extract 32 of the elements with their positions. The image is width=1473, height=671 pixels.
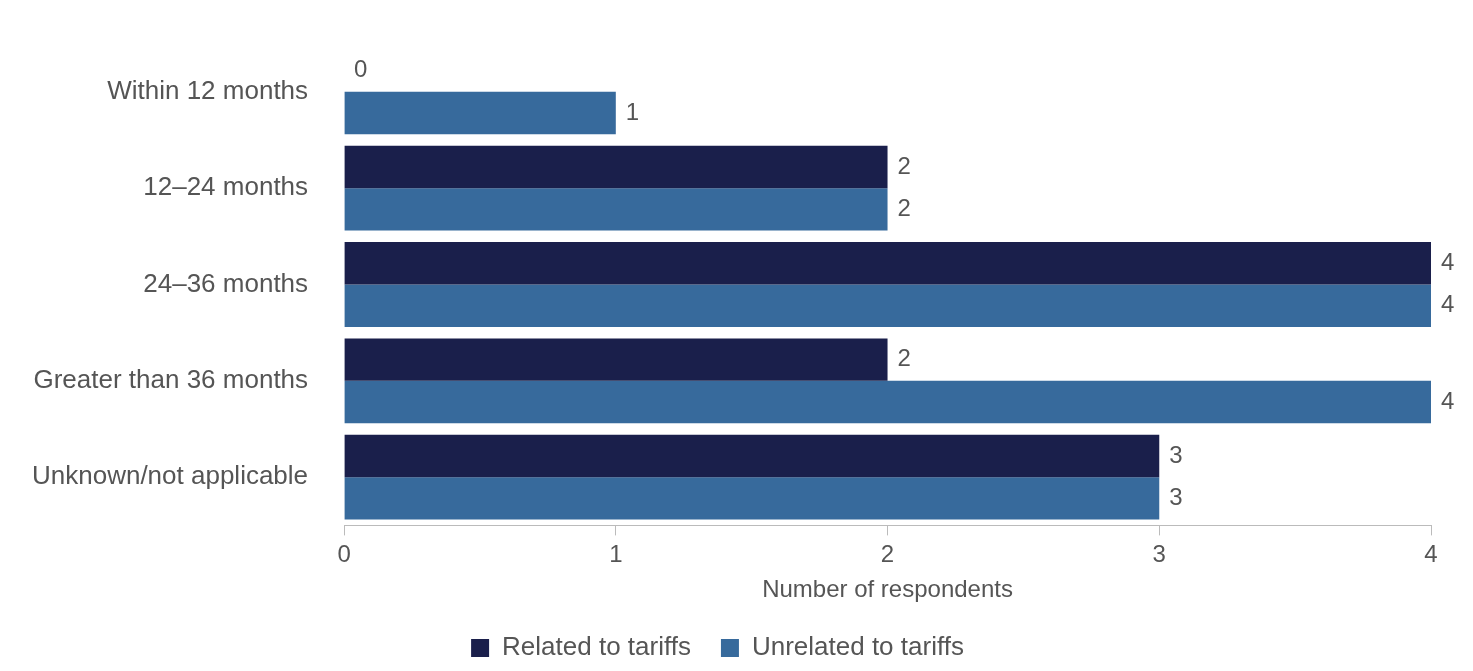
bar	[344, 145, 888, 189]
y-tick-label: 12–24 months	[143, 171, 309, 202]
data-label: 3	[1169, 483, 1183, 511]
x-tick-label: 3	[1152, 540, 1166, 568]
y-tick-label: Within 12 months	[107, 74, 309, 105]
bar	[344, 242, 1431, 285]
y-tick-label: Unknown/not applicable	[31, 460, 309, 491]
x-axis-title: Number of respondents	[762, 575, 1013, 603]
bar	[344, 477, 1160, 520]
data-label: 4	[1441, 290, 1455, 318]
data-label: 2	[897, 193, 911, 221]
x-tick-label: 0	[337, 540, 351, 568]
data-label: 3	[1169, 440, 1183, 468]
x-tick-label: 2	[880, 540, 895, 568]
x-tick-label: 4	[1424, 540, 1438, 568]
data-label: 1	[625, 97, 640, 125]
legend-label: Related to tariffs	[502, 631, 691, 662]
bar	[344, 380, 1431, 424]
data-label: 4	[1441, 386, 1455, 414]
bar	[344, 188, 888, 231]
data-label: 0	[354, 55, 368, 83]
legend-label: Unrelated to tariffs	[751, 631, 964, 662]
x-tick-label: 1	[609, 540, 623, 568]
bar	[344, 284, 1431, 327]
data-label: 4	[1441, 247, 1455, 275]
bar	[344, 91, 616, 135]
bar	[344, 338, 888, 381]
data-label: 2	[897, 151, 911, 179]
bar	[344, 434, 1160, 478]
data-label: 2	[897, 344, 911, 372]
y-tick-label: 24–36 months	[143, 267, 309, 298]
y-tick-label: Greater than 36 months	[33, 364, 309, 395]
